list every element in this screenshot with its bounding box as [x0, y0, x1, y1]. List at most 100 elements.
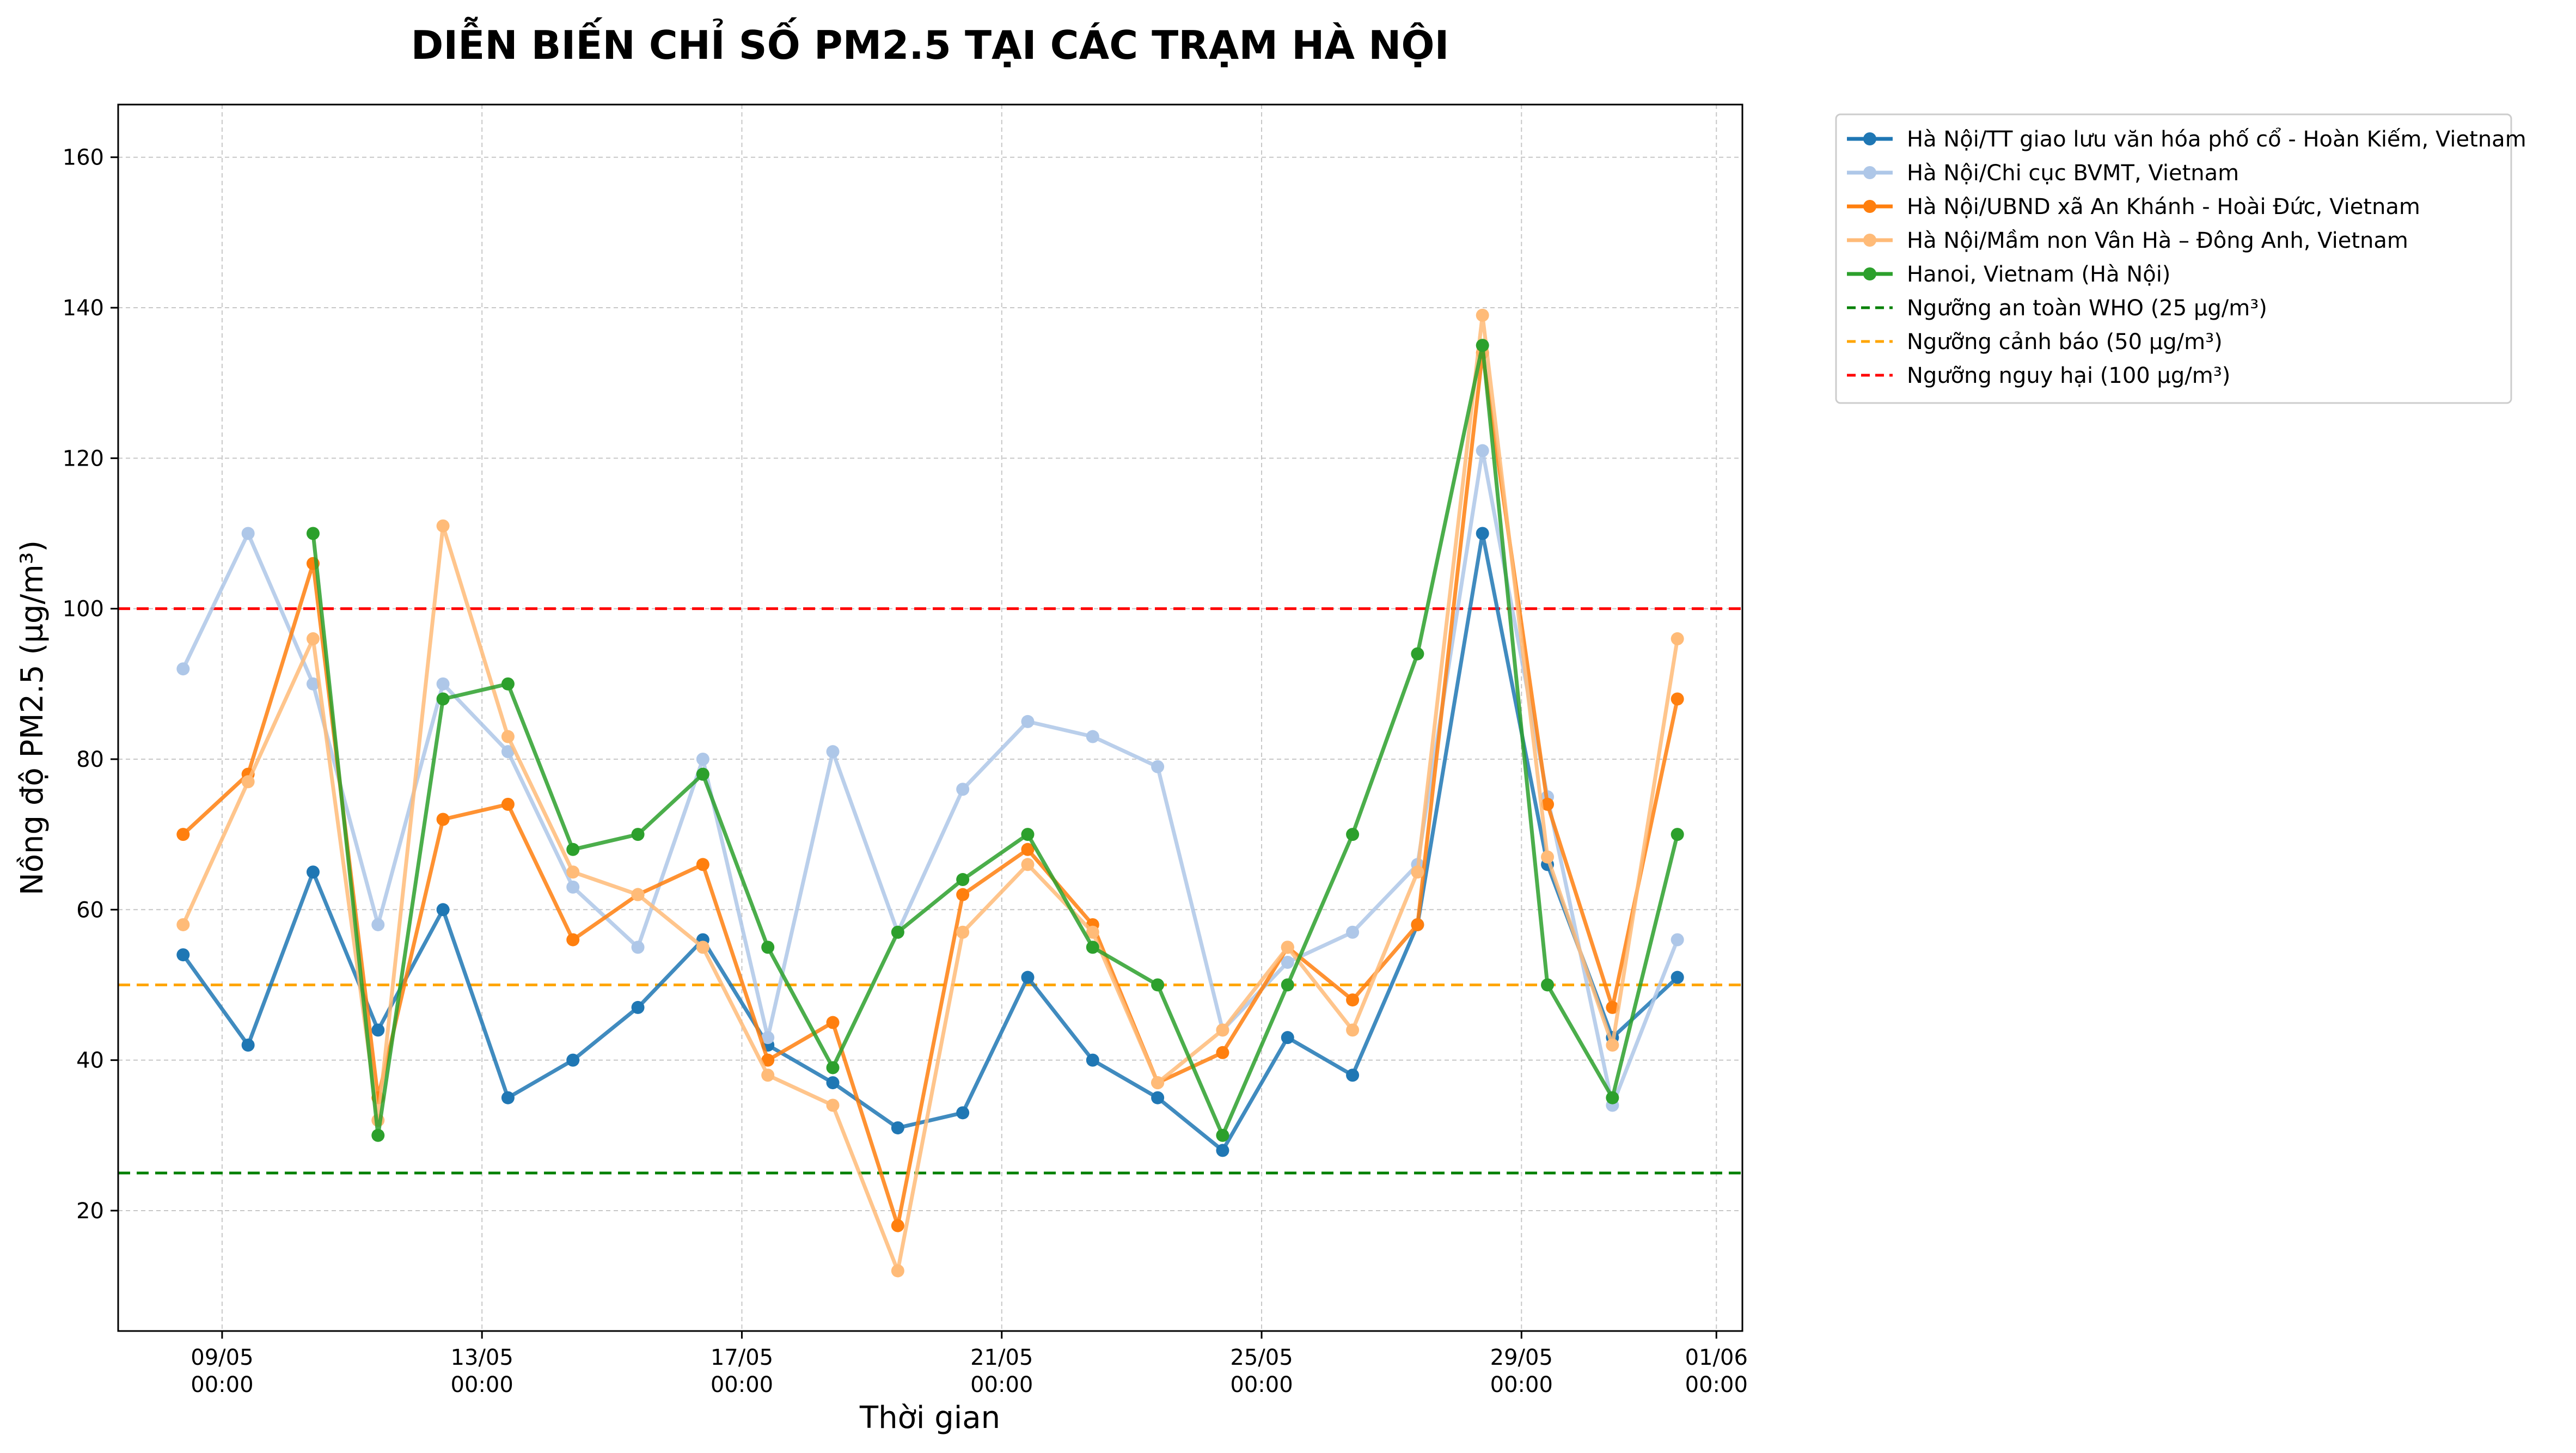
legend-swatch-marker — [1863, 234, 1876, 247]
y-tick-label: 100 — [63, 597, 104, 622]
data-point — [1086, 730, 1099, 743]
data-point — [1541, 797, 1555, 811]
data-point — [371, 1128, 385, 1142]
data-point — [501, 1091, 515, 1104]
y-tick-label: 160 — [63, 145, 104, 170]
data-point — [1086, 941, 1099, 954]
data-point — [631, 941, 645, 954]
data-point — [1476, 308, 1489, 322]
legend: Hà Nội/TT giao lưu văn hóa phố cổ - Hoàn… — [1835, 113, 2526, 404]
x-tick-label-date: 13/05 — [451, 1345, 513, 1370]
x-tick-label-date: 21/05 — [970, 1345, 1033, 1370]
legend-label: Ngưỡng nguy hại (100 µg/m³) — [1907, 363, 2230, 388]
legend-swatch-marker — [1863, 166, 1876, 179]
data-point — [566, 843, 580, 856]
data-point — [1541, 978, 1555, 992]
data-point — [956, 925, 970, 939]
data-point — [436, 692, 450, 706]
x-tick-label-time: 00:00 — [191, 1372, 253, 1397]
data-point — [241, 527, 255, 540]
data-point — [1216, 1144, 1229, 1157]
data-point — [1346, 828, 1360, 841]
data-point — [956, 873, 970, 887]
data-point — [826, 1098, 840, 1112]
data-point — [176, 662, 190, 676]
data-point — [1021, 715, 1035, 728]
data-point — [501, 677, 515, 691]
data-point — [956, 1106, 970, 1120]
data-point — [1476, 527, 1489, 540]
data-point — [1281, 941, 1294, 954]
plot-area-frame — [117, 103, 1743, 1332]
y-axis-label: Nồng độ PM2.5 (µg/m³) — [15, 540, 50, 895]
data-point — [306, 632, 320, 645]
x-axis-ticks: 09/0500:0013/0500:0017/0500:0021/0500:00… — [191, 1331, 1748, 1397]
data-point — [1671, 828, 1684, 841]
data-point — [501, 745, 515, 759]
data-point — [1216, 1023, 1229, 1037]
data-point — [761, 941, 775, 954]
data-point — [1541, 850, 1555, 864]
series-line — [181, 532, 1679, 1152]
data-point — [1346, 1069, 1360, 1082]
data-point — [176, 948, 190, 962]
y-axis-ticks: 20 40 60 80 100 120 140 160 — [63, 145, 118, 1224]
data-point — [631, 888, 645, 901]
data-point — [761, 1053, 775, 1067]
x-tick-label-date: 17/05 — [711, 1345, 773, 1370]
data-point — [371, 918, 385, 931]
data-point — [891, 1121, 904, 1134]
data-point — [1281, 978, 1294, 992]
data-point — [436, 903, 450, 917]
data-point — [1411, 647, 1424, 661]
y-tick-label: 120 — [63, 446, 104, 471]
data-point — [696, 767, 709, 781]
series-line — [181, 313, 1680, 1273]
data-point — [956, 888, 970, 901]
data-point — [1411, 918, 1424, 931]
series-lines — [176, 308, 1684, 1278]
data-point — [826, 1061, 840, 1075]
data-point — [1086, 1053, 1099, 1067]
data-point — [1671, 632, 1684, 645]
data-point — [1151, 1076, 1165, 1090]
chart-title: DIỄN BIẾN CHỈ SỐ PM2.5 TẠI CÁC TRẠM HÀ N… — [411, 17, 1449, 68]
x-tick-label-time: 00:00 — [1490, 1372, 1553, 1397]
data-point — [891, 1219, 904, 1232]
data-point — [1281, 1031, 1294, 1045]
data-point — [826, 1016, 840, 1029]
data-point — [306, 677, 320, 691]
x-tick-label-time: 00:00 — [451, 1372, 513, 1397]
data-point — [761, 1031, 775, 1045]
data-point — [1346, 1023, 1360, 1037]
data-point — [1346, 925, 1360, 939]
data-point — [1606, 1038, 1619, 1052]
legend-label: Hà Nội/TT giao lưu văn hóa phố cổ - Hoàn… — [1907, 127, 2526, 152]
data-point — [1151, 978, 1165, 992]
data-point — [1021, 858, 1035, 871]
x-tick-label-time: 00:00 — [711, 1372, 773, 1397]
data-point — [1606, 1091, 1619, 1104]
legend-label: Hà Nội/Mầm non Vân Hà – Đông Anh, Vietna… — [1907, 228, 2408, 253]
y-tick-label: 40 — [76, 1048, 104, 1073]
data-point — [436, 519, 450, 533]
data-point — [1216, 1046, 1229, 1059]
data-point — [631, 828, 645, 841]
data-point — [176, 918, 190, 931]
legend-swatch-marker — [1863, 132, 1876, 145]
data-point — [1346, 993, 1360, 1007]
x-tick-label-date: 01/06 — [1685, 1345, 1748, 1370]
data-point — [1476, 444, 1489, 457]
data-point — [566, 933, 580, 947]
data-point — [566, 1053, 580, 1067]
data-point — [891, 1264, 904, 1278]
legend-swatch-marker — [1863, 267, 1876, 280]
series-line — [311, 343, 1680, 1138]
x-axis-label: Thời gian — [859, 1400, 1000, 1436]
y-tick-label: 20 — [76, 1199, 104, 1224]
data-point — [1021, 970, 1035, 984]
data-point — [1086, 925, 1099, 939]
legend-swatch-marker — [1863, 200, 1876, 213]
data-point — [306, 865, 320, 879]
data-point — [696, 941, 709, 954]
